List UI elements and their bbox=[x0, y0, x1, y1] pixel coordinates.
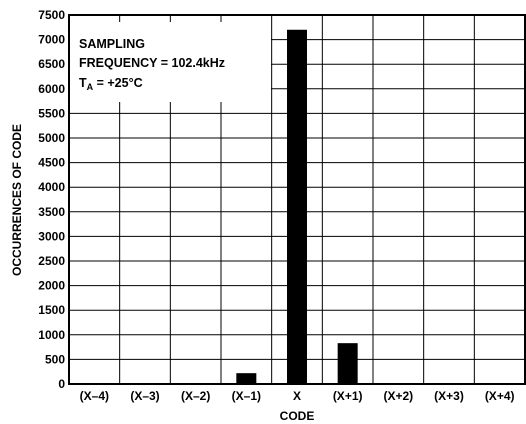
y-tick-label: 6500 bbox=[38, 57, 65, 71]
x-tick-labels: (X–4) (X–3) (X–2) (X–1) X (X+1) (X+2) (X+3) (X+4… bbox=[80, 389, 515, 403]
x-tick-label: (X+3) bbox=[434, 389, 464, 403]
bar bbox=[337, 343, 358, 384]
x-tick-label: (X–4) bbox=[80, 389, 109, 403]
y-tick-label: 4000 bbox=[38, 180, 65, 194]
x-tick-label: (X+1) bbox=[333, 389, 363, 403]
x-axis-title: CODE bbox=[280, 409, 315, 423]
x-tick-label: (X–3) bbox=[130, 389, 159, 403]
y-tick-label: 1000 bbox=[38, 328, 65, 342]
annotation-temp-value: = +25°C bbox=[93, 76, 142, 90]
x-tick-label: (X–2) bbox=[181, 389, 210, 403]
y-tick-label: 5000 bbox=[38, 131, 65, 145]
y-tick-labels: 0 500 1000 1500 2000 2500 3000 3500 4000 4500 5000… bbox=[38, 8, 65, 391]
plot-frame bbox=[68, 14, 526, 385]
annotation-temp-symbol: T bbox=[79, 76, 87, 90]
y-tick-label: 6000 bbox=[38, 82, 65, 96]
annotation-temp-subscript: A bbox=[87, 82, 94, 92]
y-tick-label: 2500 bbox=[38, 254, 65, 268]
y-tick-label: 7000 bbox=[38, 33, 65, 47]
y-tick-label: 0 bbox=[58, 377, 65, 391]
annotation-line-3: TA = +25°C bbox=[79, 76, 143, 92]
bar bbox=[287, 29, 307, 384]
y-tick-label: 1500 bbox=[38, 303, 65, 317]
y-tick-label: 3500 bbox=[38, 205, 65, 219]
y-axis-title: OCCURRENCES OF CODE bbox=[10, 124, 24, 276]
y-tick-label: 500 bbox=[45, 352, 65, 366]
bar bbox=[236, 373, 257, 384]
annotation-line-1: SAMPLING bbox=[79, 37, 145, 51]
x-tick-label: (X+4) bbox=[485, 389, 515, 403]
x-tick-label: (X–1) bbox=[232, 389, 261, 403]
y-tick-label: 2000 bbox=[38, 279, 65, 293]
y-tick-label: 4500 bbox=[38, 156, 65, 170]
y-tick-label: 7500 bbox=[38, 8, 65, 22]
y-tick-label: 5500 bbox=[38, 106, 65, 120]
annotation-line-2: FREQUENCY = 102.4kHz bbox=[79, 56, 225, 70]
x-tick-label: (X+2) bbox=[383, 389, 413, 403]
y-tick-label: 3000 bbox=[38, 229, 65, 243]
bars-layer bbox=[236, 29, 358, 384]
x-tick-label: X bbox=[293, 389, 301, 403]
annotation-box bbox=[69, 22, 271, 102]
